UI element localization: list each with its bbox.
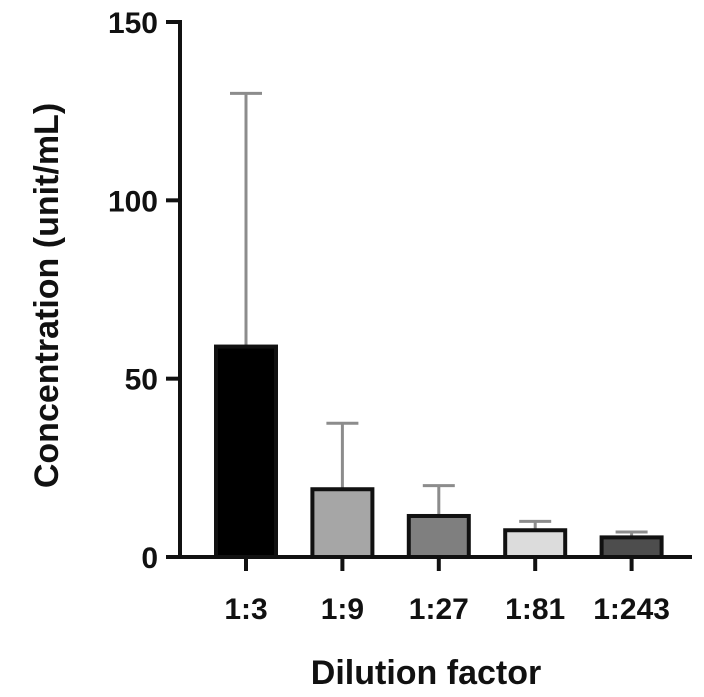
y-tick-label: 150 (108, 7, 158, 40)
x-axis-title: Dilution factor (311, 654, 541, 692)
x-tick-label: 1:81 (505, 593, 565, 626)
y-tick-label: 50 (125, 364, 158, 397)
bar-1-27 (406, 513, 471, 560)
x-tick-label: 1:27 (409, 593, 469, 626)
x-tick-label: 1:3 (224, 593, 267, 626)
axes (178, 20, 692, 559)
y-axis-title: Concentration (unit/mL) (28, 103, 66, 488)
bar-1-9 (310, 487, 375, 560)
x-tick-label: 1:9 (321, 593, 364, 626)
y-ticks: 0 50 100 150 (108, 7, 180, 575)
x-tick-label: 1:243 (593, 593, 670, 626)
bar-1-3 (214, 344, 278, 560)
bar-1-243 (599, 535, 664, 560)
y-tick-label: 0 (141, 542, 158, 575)
bars (214, 344, 664, 560)
x-ticks: 1:3 1:9 1:27 1:81 1:243 (224, 557, 670, 626)
error-bars (230, 91, 648, 538)
y-tick-label: 100 (108, 185, 158, 218)
bar-1-81 (503, 528, 568, 559)
